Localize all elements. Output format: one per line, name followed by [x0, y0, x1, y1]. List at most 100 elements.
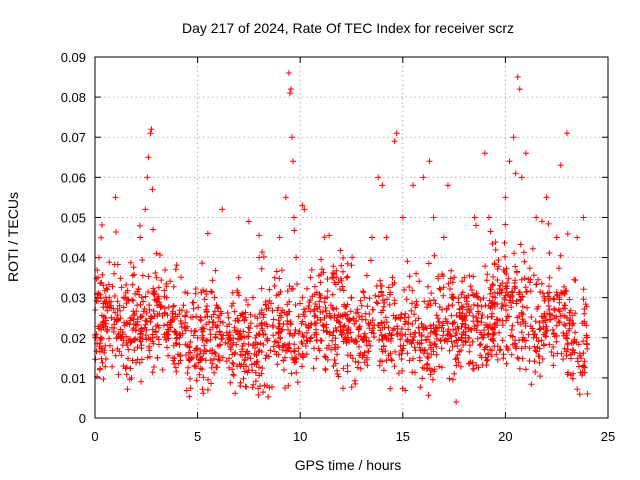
y-tick-label: 0.01 — [61, 371, 86, 386]
data-point — [149, 186, 156, 193]
y-tick-label: 0.03 — [61, 291, 86, 306]
data-point — [95, 274, 102, 281]
data-point — [393, 130, 400, 137]
data-point — [358, 302, 365, 309]
data-point — [426, 158, 433, 165]
data-point — [194, 334, 201, 341]
data-point — [287, 86, 294, 93]
y-tick-label: 0 — [79, 411, 86, 426]
y-tick-label: 0.08 — [61, 90, 86, 105]
data-point — [142, 206, 149, 213]
data-point — [137, 234, 144, 241]
data-point — [301, 206, 308, 213]
plot-frame — [94, 56, 609, 419]
data-point — [516, 86, 523, 93]
data-point — [471, 214, 478, 221]
data-point — [584, 390, 591, 397]
data-point — [410, 182, 417, 189]
data-points — [92, 70, 591, 405]
data-point — [307, 274, 314, 281]
scatter-cloud — [92, 218, 591, 400]
data-point — [282, 194, 289, 201]
axis-ticks: 0 0.01 0.02 0.03 0.04 0.05 0.06 0.07 0.08 0.09 0 5 1… — [61, 50, 616, 444]
y-tick-label: 0.05 — [61, 210, 86, 225]
data-point — [174, 334, 181, 341]
data-point — [379, 182, 386, 189]
y-tick-label: 0.02 — [61, 331, 86, 346]
data-point — [291, 214, 298, 221]
x-tick-label: 5 — [194, 429, 201, 444]
data-point — [116, 302, 123, 309]
data-point — [288, 134, 295, 141]
data-point — [163, 294, 170, 301]
y-axis-label: ROTI / TECUs — [5, 192, 21, 282]
data-point — [420, 174, 427, 181]
data-point — [317, 294, 324, 301]
data-point — [250, 294, 257, 301]
data-point — [153, 274, 160, 281]
y-tick-label: 0.06 — [61, 170, 86, 185]
data-point — [108, 314, 115, 321]
data-point — [563, 130, 570, 137]
data-point — [461, 274, 468, 281]
data-point — [245, 218, 252, 225]
data-point — [440, 234, 447, 241]
data-point — [256, 254, 263, 261]
data-point — [580, 214, 587, 221]
data-point — [481, 150, 488, 157]
data-point — [375, 174, 382, 181]
x-axis-label: GPS time / hours — [295, 457, 402, 473]
data-point — [506, 158, 513, 165]
x-tick-label: 15 — [396, 429, 410, 444]
y-tick-label: 0.07 — [61, 130, 86, 145]
data-point — [369, 234, 376, 241]
x-tick-label: 10 — [293, 429, 307, 444]
data-point — [148, 126, 155, 133]
data-point — [518, 174, 525, 181]
data-point — [522, 150, 529, 157]
data-point — [391, 138, 398, 145]
data-point — [286, 90, 293, 97]
data-point — [98, 326, 105, 333]
data-point — [198, 326, 205, 333]
data-point — [514, 74, 521, 81]
chart-title: Day 217 of 2024, Rate Of TEC Index for r… — [182, 20, 514, 36]
data-point — [502, 194, 509, 201]
data-point — [383, 234, 390, 241]
data-point — [102, 342, 109, 349]
data-point — [276, 234, 283, 241]
data-point — [485, 214, 492, 221]
data-point — [225, 334, 232, 341]
data-point — [266, 286, 273, 293]
y-tick-label: 0.04 — [61, 251, 86, 266]
data-point — [293, 254, 300, 261]
data-point — [510, 134, 517, 141]
x-tick-label: 25 — [601, 429, 615, 444]
data-point — [204, 230, 211, 237]
data-point — [290, 158, 297, 165]
data-point — [145, 154, 152, 161]
data-point — [338, 262, 345, 269]
x-tick-label: 0 — [91, 429, 98, 444]
data-point — [147, 130, 154, 137]
data-point — [106, 294, 113, 301]
data-point — [299, 202, 306, 209]
data-point — [169, 354, 176, 361]
data-point — [430, 214, 437, 221]
data-point — [533, 214, 540, 221]
data-point — [574, 234, 581, 241]
data-point — [215, 314, 222, 321]
data-point — [184, 342, 191, 349]
data-point — [444, 182, 451, 189]
data-point — [144, 174, 151, 181]
x-tick-label: 20 — [498, 429, 512, 444]
data-point — [128, 314, 135, 321]
data-point — [122, 294, 129, 301]
data-point — [112, 194, 119, 201]
data-point — [543, 194, 550, 201]
data-point — [235, 274, 242, 281]
y-tick-label: 0.09 — [61, 50, 86, 65]
data-point — [219, 206, 226, 213]
data-point — [512, 170, 519, 177]
